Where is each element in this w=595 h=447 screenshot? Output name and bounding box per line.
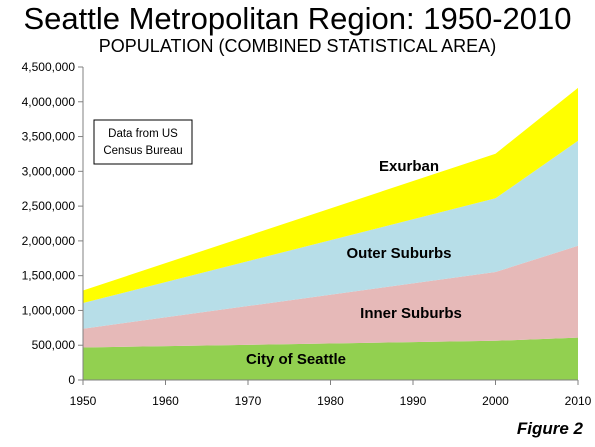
x-axis-tick-labels: 1950 1960 1970 1980 1990 2000 2010 (70, 394, 592, 408)
y-tick-label: 1,000,000 (22, 303, 76, 317)
y-tick-label: 2,000,000 (22, 234, 76, 248)
figure-label: Figure 2 (516, 419, 583, 438)
y-tick-label: 3,500,000 (22, 130, 76, 144)
note-box (93, 119, 193, 165)
y-tick-label: 1,500,000 (22, 269, 76, 283)
x-tick-label: 1970 (235, 394, 262, 408)
x-tick-label: 1960 (152, 394, 179, 408)
x-tick-label: 1990 (400, 394, 427, 408)
chart-title: Seattle Metropolitan Region: 1950-2010 (23, 1, 572, 36)
x-tick-label: 2010 (565, 394, 592, 408)
x-tick-label: 2000 (482, 394, 509, 408)
series-label-inner-suburbs: Inner Suburbs (360, 305, 462, 322)
area-inner-suburbs (83, 245, 578, 348)
y-tick-label: 4,000,000 (22, 95, 76, 109)
series-label-outer-suburbs: Outer Suburbs (346, 245, 451, 262)
series-label-city-of-seattle: City of Seattle (246, 351, 346, 368)
y-tick-label: 3,000,000 (22, 164, 76, 178)
x-tick-label: 1950 (70, 394, 97, 408)
x-tick-label: 1980 (317, 394, 344, 408)
area-city-of-seattle (83, 337, 578, 380)
y-tick-label: 0 (68, 373, 75, 387)
area-outer-suburbs (83, 140, 578, 329)
note-line-1: Data from US (108, 128, 178, 140)
data-source-note: Data from US Census Bureau (93, 119, 193, 165)
series-labels: City of Seattle Inner Suburbs Outer Suburb… (246, 158, 462, 368)
y-tick-label: 4,500,000 (22, 60, 76, 74)
y-tick-label: 500,000 (32, 338, 76, 352)
y-axis-tick-labels: 0 500,000 1,000,000 1,500,000 2,000,000 2,500… (22, 60, 76, 387)
chart-subtitle: POPULATION (COMBINED STATISTICAL AREA) (98, 36, 497, 56)
note-line-2: Census Bureau (103, 145, 182, 157)
series-label-exurban: Exurban (379, 158, 439, 175)
y-tick-label: 2,500,000 (22, 199, 76, 213)
series-areas (83, 87, 578, 380)
area-exurban (83, 87, 578, 304)
chart-axes (78, 66, 579, 385)
